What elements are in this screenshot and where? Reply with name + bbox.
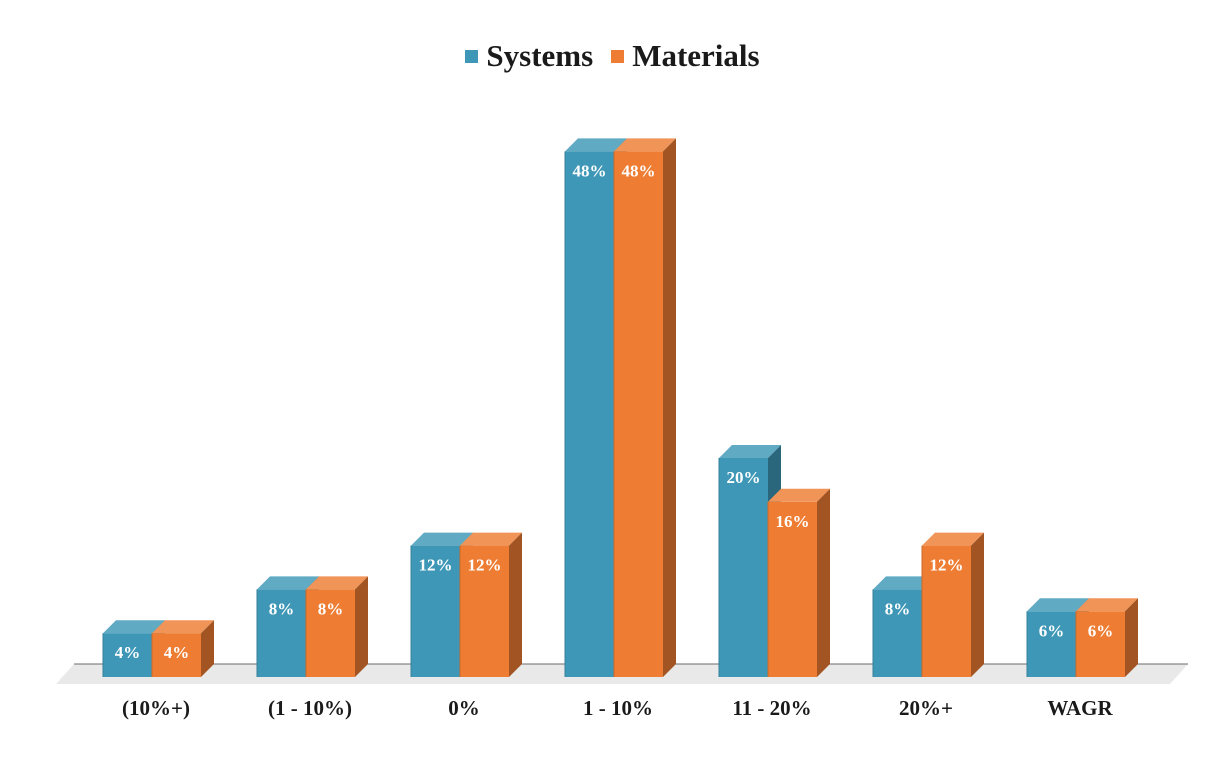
x-tick-label-3: 1 - 10%	[583, 696, 653, 720]
bar-side-face	[355, 576, 368, 677]
bar-side-face	[1125, 598, 1138, 677]
bar-materials-4	[767, 488, 830, 677]
bar-top-face	[1027, 598, 1089, 612]
bar-materials-6	[1075, 598, 1138, 677]
bar-front-face	[152, 633, 201, 677]
bar-front-face	[306, 589, 355, 677]
legend-swatch-materials-icon	[611, 49, 625, 63]
data-label-systems-0: 4%	[115, 643, 141, 662]
bar-top-face	[460, 532, 522, 546]
bar-side-face	[971, 532, 984, 677]
bars-layer	[102, 138, 1138, 677]
bar-top-face	[152, 620, 214, 634]
bar-front-face	[257, 589, 306, 677]
bar-front-face	[565, 151, 614, 677]
bar-top-face	[565, 138, 627, 152]
x-tick-label-1: (1 - 10%)	[268, 696, 352, 720]
x-tick-label-6: WAGR	[1047, 696, 1113, 720]
data-label-materials-2: 12%	[468, 556, 502, 575]
bar-front-face	[1076, 611, 1125, 677]
data-labels-layer: 4% 4% 8% 8% 12% 12% 48% 48% 20% 16% 8% 12% 6% 6%	[115, 161, 1114, 662]
legend-swatch-systems-icon	[465, 49, 479, 63]
bar-top-face	[873, 576, 935, 590]
bar-top-face	[922, 532, 984, 546]
legend-label-materials: Materials	[632, 38, 760, 73]
data-label-systems-4: 20%	[727, 468, 761, 487]
chart-legend: Systems Materials	[0, 38, 1225, 74]
data-label-systems-2: 12%	[419, 556, 453, 575]
bar-side-face	[509, 532, 522, 677]
bar-front-face	[103, 633, 152, 677]
bar-materials-5	[921, 532, 984, 677]
data-label-materials-0: 4%	[164, 643, 190, 662]
bar-side-face	[817, 488, 830, 677]
bar-top-face	[257, 576, 319, 590]
bar-side-face	[201, 620, 214, 677]
data-label-systems-3: 48%	[573, 161, 607, 180]
bar-top-face	[614, 138, 676, 152]
bar-front-face	[411, 545, 460, 677]
data-label-materials-1: 8%	[318, 599, 344, 618]
data-label-materials-5: 12%	[930, 556, 964, 575]
bar-front-face	[460, 545, 509, 677]
bar-front-face	[1027, 611, 1076, 677]
x-tick-label-5: 20%+	[899, 696, 953, 720]
legend-item-systems: Systems	[465, 38, 593, 74]
bar-materials-2	[459, 532, 522, 677]
data-label-systems-1: 8%	[269, 599, 295, 618]
data-label-materials-6: 6%	[1088, 621, 1114, 640]
bar-front-face	[922, 545, 971, 677]
data-label-systems-5: 8%	[885, 599, 911, 618]
bar-front-face	[614, 151, 663, 677]
bar-materials-1	[305, 576, 368, 677]
bar-front-face	[768, 501, 817, 677]
bar-front-face	[873, 589, 922, 677]
x-tick-label-2: 0%	[448, 696, 480, 720]
data-label-systems-6: 6%	[1039, 621, 1065, 640]
bar-front-face	[719, 458, 768, 677]
bar-top-face	[411, 532, 473, 546]
bar-materials-3	[613, 138, 676, 677]
bar-top-face	[306, 576, 368, 590]
bar-top-face	[719, 445, 781, 458]
bar-top-face	[1076, 598, 1138, 612]
legend-item-materials: Materials	[611, 38, 760, 74]
bar-top-face	[768, 488, 830, 502]
bar-materials-0	[151, 620, 214, 677]
legend-label-systems: Systems	[486, 38, 594, 73]
x-tick-label-0: (10%+)	[122, 696, 190, 720]
data-label-materials-4: 16%	[776, 512, 810, 531]
x-axis-tick-labels: (10%+) (1 - 10%) 0% 1 - 10% 11 - 20% 20%+ WAGR	[122, 696, 1113, 720]
data-label-materials-3: 48%	[622, 161, 656, 180]
x-tick-label-4: 11 - 20%	[732, 696, 811, 720]
bar-side-face	[663, 138, 676, 677]
bar-top-face	[103, 620, 165, 634]
